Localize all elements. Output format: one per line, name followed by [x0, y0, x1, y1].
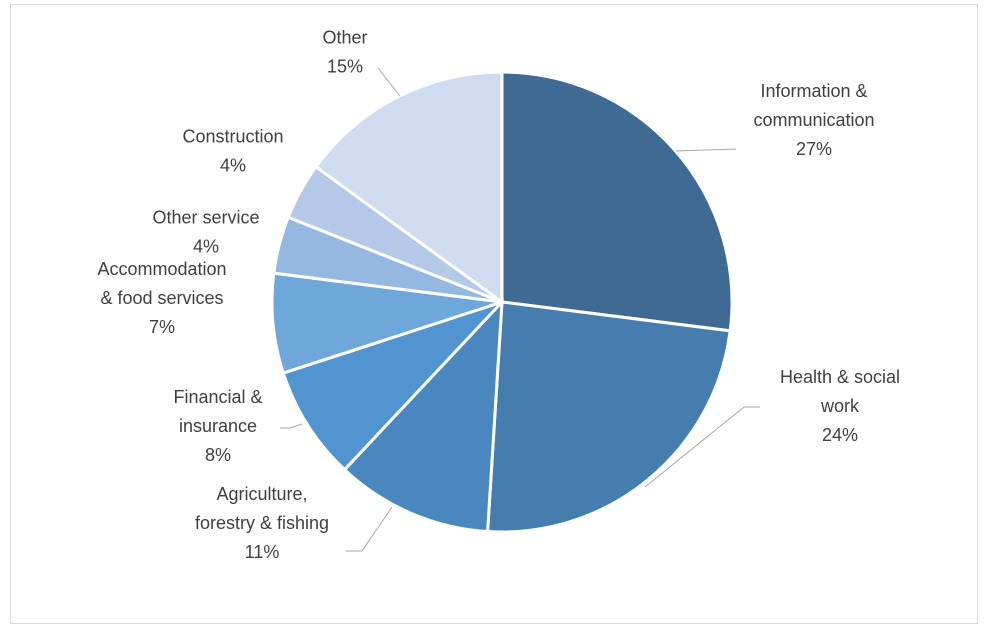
slice-category-label: insurance [179, 416, 257, 436]
slice-category-label: forestry & fishing [195, 513, 329, 533]
slice-category-label: work [820, 396, 860, 416]
slice-category-label: Other service [152, 208, 259, 228]
leader-lines [280, 67, 760, 552]
slice-value-label: 7% [149, 317, 175, 337]
slice-value-label: 24% [822, 425, 858, 445]
slice-label: Construction 4% [182, 127, 283, 176]
slice-category-label: Accommodation [97, 259, 226, 279]
slice-category-label: Other [322, 28, 367, 48]
pie-slice [281, 300, 504, 472]
slice-label: Health & social work 24% [780, 367, 900, 445]
slice-label: Other 15% [322, 28, 367, 77]
slice-label: Agriculture, forestry & fishing 11% [195, 484, 329, 562]
slice-labels: Information & communication 27% Health & so… [97, 28, 900, 563]
slice-value-label: 27% [796, 139, 832, 159]
slice-label: Information & communication 27% [753, 81, 874, 159]
slice-value-label: 15% [327, 57, 363, 77]
pie-slices [270, 70, 734, 534]
pie-slice [500, 70, 734, 333]
slice-label: Financial & insurance 8% [173, 387, 262, 465]
slice-value-label: 4% [220, 156, 246, 176]
slice-category-label: & food services [100, 288, 223, 308]
pie-slice [270, 271, 503, 375]
slice-label: Accommodation & food services 7% [97, 259, 226, 337]
pie-slice [342, 297, 504, 534]
leader-line [675, 148, 737, 152]
slice-value-label: 11% [245, 542, 280, 562]
leader-line [280, 423, 303, 429]
slice-category-label: communication [753, 110, 874, 130]
slice-value-label: 8% [205, 445, 231, 465]
pie-slice [313, 70, 504, 305]
slice-category-label: Health & social [780, 367, 900, 387]
slice-category-label: Information & [760, 81, 867, 101]
slice-value-label: 4% [193, 237, 219, 257]
slice-category-label: Construction [182, 127, 283, 147]
leader-line [644, 406, 760, 488]
pie-chart: Information & communication 27% Health & so… [97, 28, 900, 563]
slice-category-label: Agriculture, [216, 484, 307, 504]
leader-line [346, 506, 393, 552]
slice-category-label: Financial & [173, 387, 262, 407]
leader-line [377, 67, 401, 97]
slice-label: Other service 4% [152, 208, 259, 257]
pie-slice [485, 300, 732, 534]
